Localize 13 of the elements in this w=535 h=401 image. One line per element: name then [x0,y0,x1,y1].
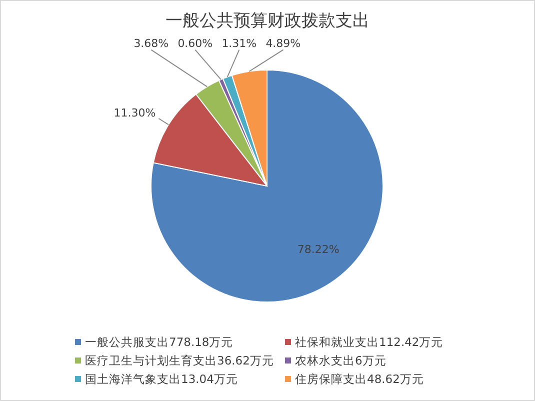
data-label: 78.22% [297,242,340,256]
chart-title: 一般公共预算财政拨款支出 [166,11,370,31]
legend-label: 国土海洋气象支出13.04万元 [85,372,238,386]
data-label: 3.68% [134,36,169,50]
legend-label: 医疗卫生与计划生育支出36.62万元 [85,354,274,368]
legend-label: 一般公共服支出778.18万元 [85,335,234,349]
data-label: 1.31% [222,36,257,50]
data-label: 4.89% [266,36,301,50]
legend-label: 社保和就业支出112.42万元 [295,335,444,349]
data-label: 11.30% [114,106,156,120]
legend-label: 农林水支出6万元 [295,354,386,368]
legend-label: 住房保障支出48.62万元 [294,372,424,386]
data-label: 0.60% [178,36,213,50]
